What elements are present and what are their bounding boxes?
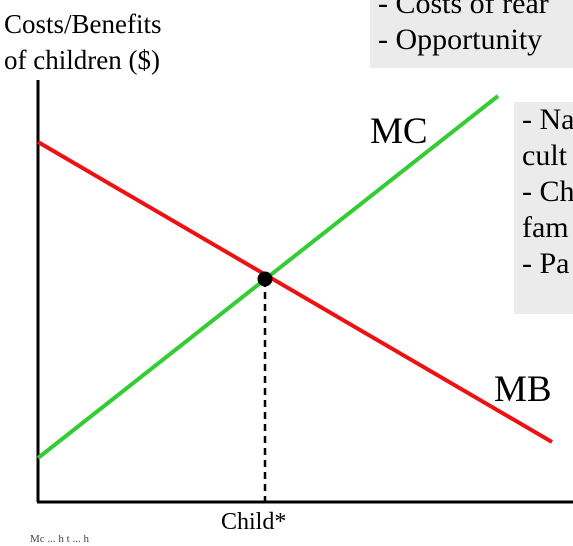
benefit-factor-line: - Ch xyxy=(522,175,573,208)
benefit-factor-line: cult xyxy=(522,139,567,172)
mb-label: MB xyxy=(494,369,552,410)
cost-factor-item: - Costs of rear xyxy=(378,0,549,20)
y-axis-label: Costs/Benefits of children ($) xyxy=(4,6,162,78)
benefit-factors-box: - Na cult - Ch fam - Pa xyxy=(514,102,573,314)
y-axis-label-line2: of children ($) xyxy=(4,45,160,75)
equilibrium-point xyxy=(257,271,273,287)
mb-curve xyxy=(36,140,554,444)
y-axis-label-line1: Costs/Benefits xyxy=(4,9,162,39)
x-tick-label-child-star: Child* xyxy=(221,509,287,535)
source-note: Mc ... h t ... h xyxy=(30,533,89,545)
benefit-factor-line: - Na xyxy=(522,103,573,136)
cost-factor-item: - Opportunity xyxy=(378,23,543,56)
benefit-factor-line: - Pa xyxy=(522,247,570,280)
mc-label: MC xyxy=(370,111,428,152)
benefit-factor-line: fam xyxy=(522,211,569,244)
cost-factors-box: - Costs of rear - Opportunity xyxy=(370,0,573,68)
